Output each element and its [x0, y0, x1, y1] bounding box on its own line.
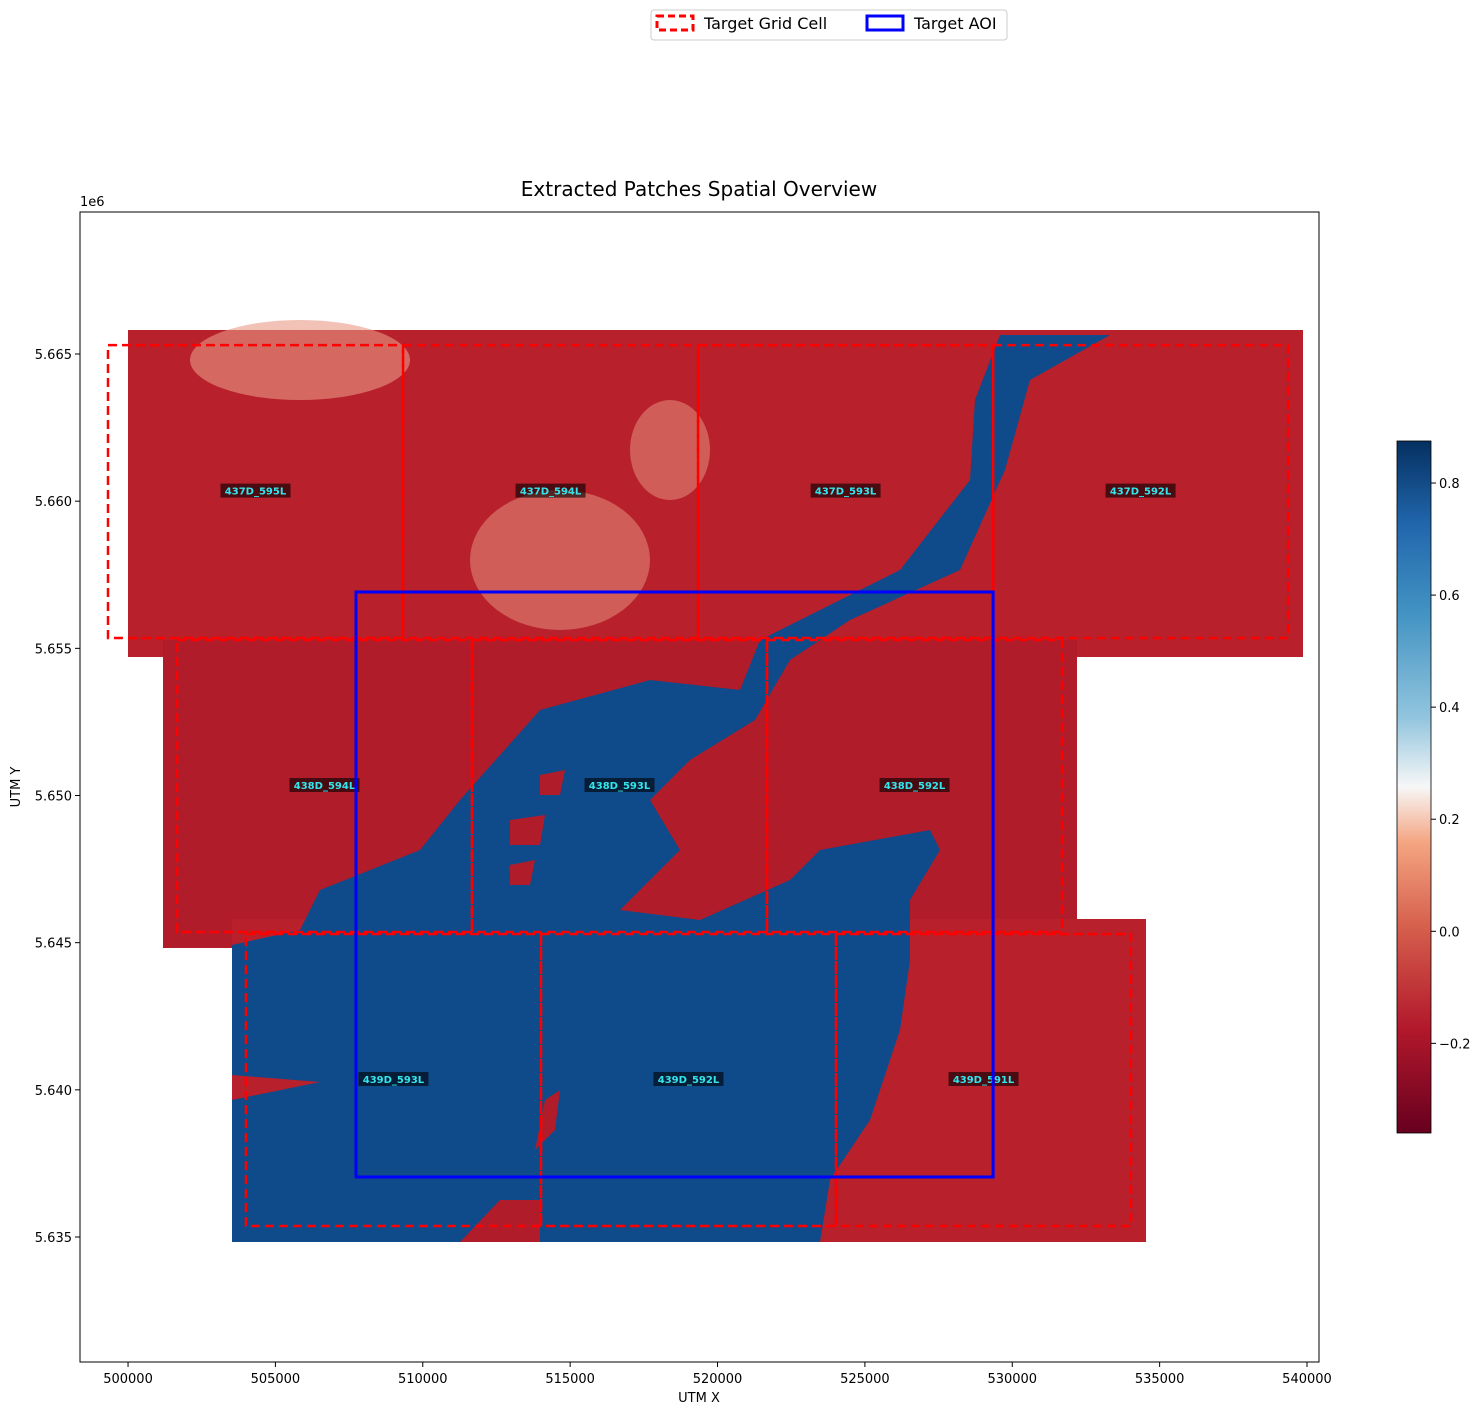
y-tick-label: 5.650	[35, 790, 72, 805]
plot-frame	[79, 211, 1320, 1363]
aoi	[354, 590, 995, 1179]
y-tick-label: 5.660	[35, 495, 72, 510]
x-tick-label: 535000	[1135, 1372, 1185, 1387]
y-tick-label: 5.665	[35, 348, 72, 363]
legend-box	[650, 9, 1008, 41]
cell-label-box	[948, 1071, 1019, 1086]
colorbar-tick-label: 0.2	[1439, 813, 1460, 828]
raster-bright	[190, 320, 410, 400]
cell-label: 439D_592L	[658, 1075, 720, 1086]
x-tick-label: 505000	[251, 1372, 301, 1387]
raster-water	[232, 335, 1110, 1242]
grid-cell	[834, 932, 1133, 1228]
chart-title: Extracted Patches Spatial Overview	[521, 177, 877, 201]
cell-label-box	[289, 777, 360, 792]
colorbar	[1396, 440, 1432, 1134]
legend-swatch	[865, 14, 905, 32]
cell-label: 439D_593L	[363, 1075, 425, 1086]
y-axis-label: UTM Y	[9, 767, 24, 808]
colorbar-tick-label: 0.0	[1439, 925, 1460, 940]
cell-label: 437D_592L	[1110, 487, 1172, 498]
cell-label: 437D_594L	[520, 487, 582, 498]
x-tick-label: 530000	[987, 1372, 1037, 1387]
raster-land	[232, 1075, 320, 1100]
x-tick-label: 510000	[398, 1372, 448, 1387]
legend-label: Target AOI	[913, 14, 997, 33]
grid-cell	[765, 638, 1064, 934]
y-offset-text: 1e6	[80, 195, 105, 210]
cell-label-box	[653, 1071, 724, 1086]
cell-label-box	[358, 1071, 429, 1086]
colorbar-tick-label: 0.6	[1439, 589, 1460, 604]
cell-label: 437D_595L	[225, 487, 287, 498]
y-tick-label: 5.635	[35, 1231, 72, 1246]
legend-swatch	[655, 14, 695, 32]
x-tick-label: 500000	[103, 1372, 153, 1387]
cell-label-box	[220, 483, 291, 498]
x-tick-label: 520000	[693, 1372, 743, 1387]
colorbar-tick-label: 0.8	[1439, 477, 1460, 492]
raster-bright	[470, 490, 650, 630]
cell-label-box	[1105, 483, 1176, 498]
cell-label-box	[584, 777, 655, 792]
legend-label: Target Grid Cell	[703, 14, 827, 33]
x-axis-label: UTM X	[678, 1391, 720, 1406]
cell-label-box	[515, 483, 586, 498]
colorbar-tick-label: 0.4	[1439, 701, 1460, 716]
cell-label: 438D_593L	[589, 781, 651, 792]
cell-label: 438D_594L	[294, 781, 356, 792]
cell-label: 439D_591L	[953, 1075, 1015, 1086]
cell-label: 438D_592L	[884, 781, 946, 792]
raster-bright	[630, 400, 710, 500]
y-tick-label: 5.655	[35, 642, 72, 657]
y-tick-label: 5.640	[35, 1084, 72, 1099]
cell-label: 437D_593L	[815, 487, 877, 498]
x-tick-label: 515000	[545, 1372, 595, 1387]
x-tick-label: 525000	[840, 1372, 890, 1387]
cell-label-box	[879, 777, 950, 792]
colorbar-tick-label: −0.2	[1439, 1037, 1471, 1052]
grid-cell	[991, 343, 1290, 640]
cell-label-box	[810, 483, 881, 498]
y-tick-label: 5.645	[35, 937, 72, 952]
x-tick-label: 540000	[1282, 1372, 1332, 1387]
